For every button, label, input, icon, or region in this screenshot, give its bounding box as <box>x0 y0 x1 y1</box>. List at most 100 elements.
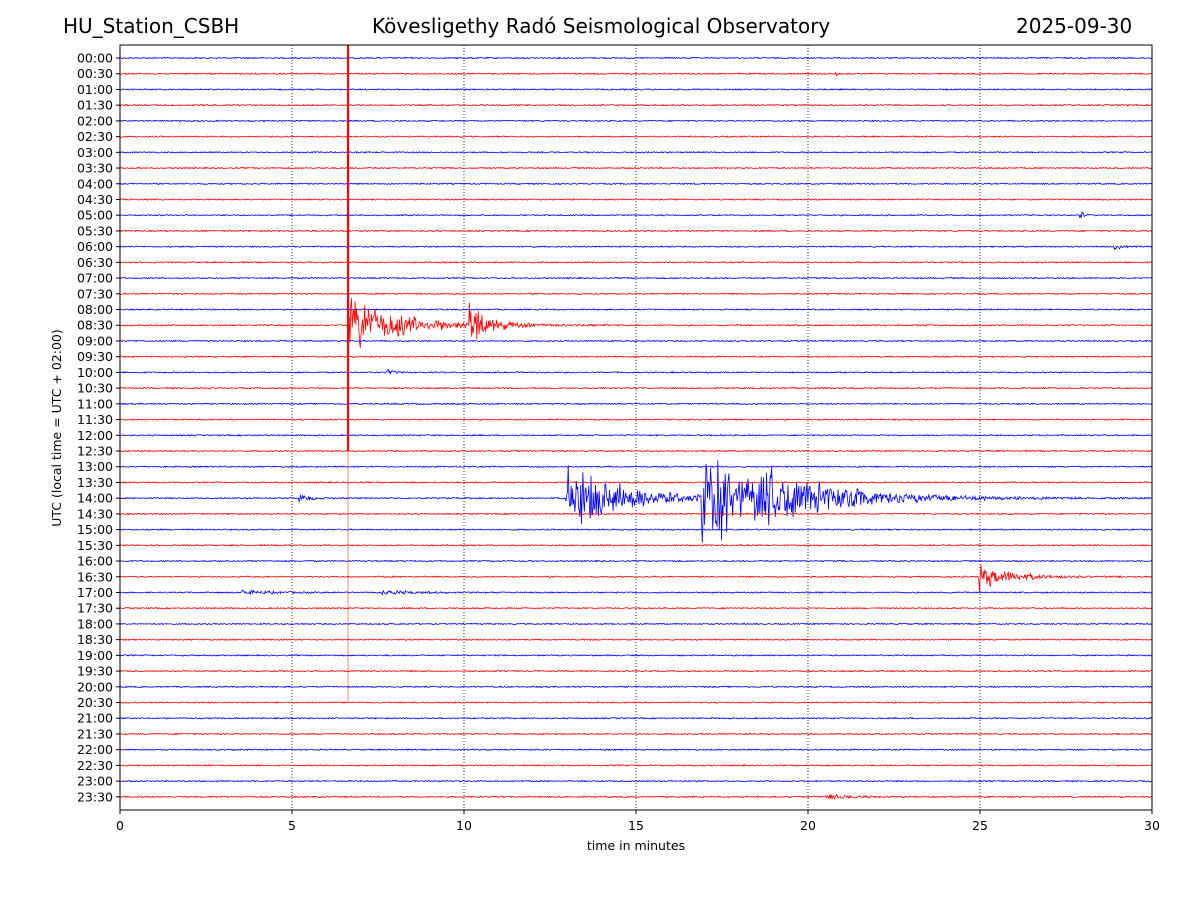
row-label: 11:30 <box>77 412 113 427</box>
row-label: 16:00 <box>77 554 113 569</box>
trace-1430 <box>119 512 1153 516</box>
trace-0000 <box>119 56 1152 60</box>
trace-2030 <box>119 701 1153 704</box>
x-axis-ticks: 0 5 10 15 20 25 30 <box>116 810 1160 833</box>
x-tick-label: 30 <box>1144 818 1160 833</box>
station-name: HU_Station_CSBH <box>63 14 240 38</box>
trace-1400 <box>119 460 1153 543</box>
x-tick-label: 15 <box>628 818 644 833</box>
trace-2130 <box>119 732 1153 736</box>
row-label: 07:00 <box>77 271 113 286</box>
row-label: 10:30 <box>77 381 113 396</box>
trace-0530 <box>119 229 1153 233</box>
row-label: 00:30 <box>77 66 113 81</box>
row-label: 22:00 <box>77 742 113 757</box>
row-label: 03:00 <box>77 145 113 160</box>
trace-0700 <box>119 276 1153 280</box>
row-label: 16:30 <box>77 569 113 584</box>
x-tick-label: 10 <box>456 818 472 833</box>
row-label: 02:30 <box>77 129 113 144</box>
row-label: 01:30 <box>77 98 113 113</box>
row-label: 07:30 <box>77 286 113 301</box>
row-label: 04:00 <box>77 176 113 191</box>
row-label: 03:30 <box>77 161 113 176</box>
trace-0200 <box>119 119 1153 123</box>
row-label: 17:00 <box>77 585 113 600</box>
trace-2100 <box>119 716 1153 720</box>
trace-0830 <box>119 298 1153 349</box>
trace-0800 <box>119 308 1153 311</box>
plot-frame <box>119 44 1153 811</box>
row-label: 13:30 <box>77 475 113 490</box>
trace-1200 <box>119 433 1153 437</box>
trace-0930 <box>119 355 1153 359</box>
trace-1500 <box>120 528 1153 531</box>
row-label: 19:00 <box>77 648 113 663</box>
x-tick-label: 0 <box>116 818 124 833</box>
trace-1730 <box>119 606 1153 610</box>
row-label: 00:00 <box>77 51 113 66</box>
trace-0630 <box>119 260 1152 264</box>
trace-1130 <box>119 418 1153 421</box>
trace-0430 <box>119 198 1153 201</box>
row-label: 10:00 <box>77 365 113 380</box>
trace-1000 <box>119 368 1153 375</box>
chart-title: Kövesligethy Radó Seismological Observat… <box>372 14 831 38</box>
row-label: 20:00 <box>77 679 113 694</box>
row-label: 12:30 <box>77 444 113 459</box>
row-label: 18:30 <box>77 632 113 647</box>
row-label: 15:00 <box>77 522 113 537</box>
row-label: 22:30 <box>77 758 113 773</box>
date-label: 2025-09-30 <box>1016 14 1133 38</box>
trace-0400 <box>119 182 1153 186</box>
trace-1630 <box>119 564 1153 593</box>
trace-2300 <box>119 779 1153 783</box>
trace-1830 <box>119 638 1153 642</box>
trace-1800 <box>119 622 1152 626</box>
row-label: 06:30 <box>77 255 113 270</box>
y-axis-ticks: 00:0000:3001:0001:3002:0002:3003:0003:30… <box>77 51 120 804</box>
x-tick-label: 5 <box>288 818 296 833</box>
row-label: 21:30 <box>77 726 113 741</box>
x-axis-label: time in minutes <box>587 838 685 853</box>
trace-1100 <box>119 402 1153 406</box>
trace-1930 <box>119 669 1152 673</box>
trace-1230 <box>120 449 1153 453</box>
grid-lines <box>291 45 981 810</box>
trace-2200 <box>119 748 1153 752</box>
trace-0500 <box>119 210 1153 219</box>
trace-2000 <box>119 685 1153 689</box>
row-label: 23:00 <box>77 774 113 789</box>
y-axis-label: UTC (local time = UTC + 02:00) <box>49 329 64 527</box>
trace-1330 <box>119 481 1153 484</box>
row-label: 09:30 <box>77 349 113 364</box>
trace-1600 <box>119 559 1153 563</box>
trace-0900 <box>119 339 1153 343</box>
row-label: 12:00 <box>77 428 113 443</box>
row-label: 14:00 <box>77 491 113 506</box>
trace-1900 <box>119 653 1153 657</box>
row-label: 04:30 <box>77 192 113 207</box>
trace-1700 <box>119 589 1153 596</box>
row-label: 08:00 <box>77 302 113 317</box>
x-tick-label: 25 <box>972 818 988 833</box>
row-label: 01:00 <box>77 82 113 97</box>
row-label: 17:30 <box>77 601 113 616</box>
row-label: 11:00 <box>77 396 113 411</box>
row-label: 19:30 <box>77 664 113 679</box>
trace-0230 <box>119 135 1153 138</box>
row-label: 21:00 <box>77 711 113 726</box>
row-label: 05:00 <box>77 208 113 223</box>
trace-0130 <box>119 103 1152 107</box>
row-label: 08:30 <box>77 318 113 333</box>
row-label: 23:30 <box>77 789 113 804</box>
trace-0100 <box>119 88 1153 91</box>
trace-2230 <box>119 764 1153 767</box>
row-label: 15:30 <box>77 538 113 553</box>
trace-2330 <box>119 793 1153 801</box>
trace-1030 <box>120 386 1153 390</box>
row-label: 14:30 <box>77 506 113 521</box>
trace-0330 <box>119 166 1153 170</box>
row-label: 20:30 <box>77 695 113 710</box>
